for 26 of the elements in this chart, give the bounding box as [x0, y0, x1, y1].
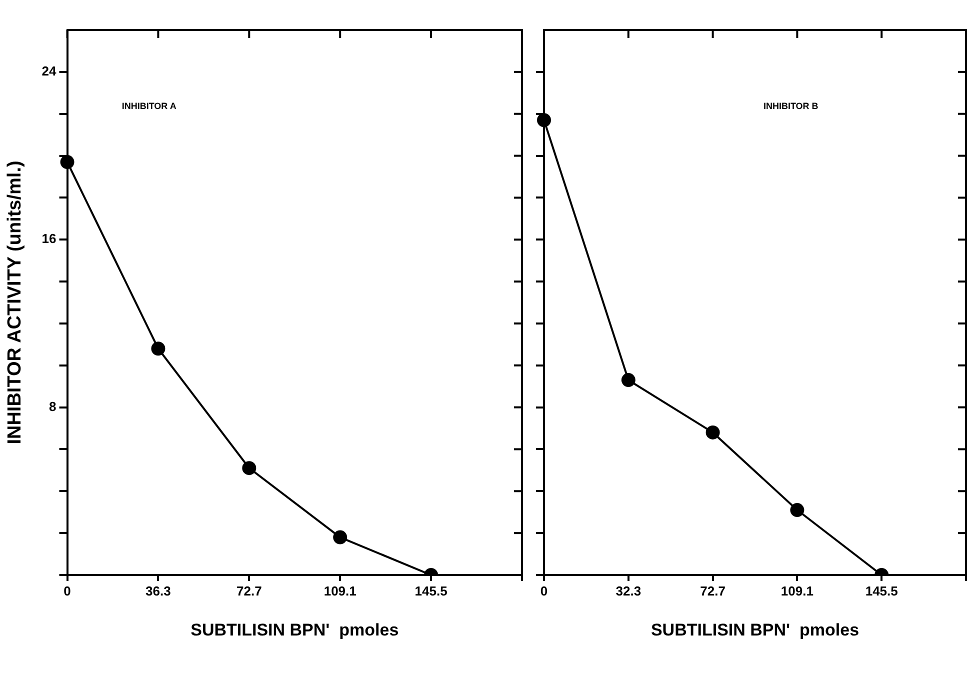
x-tick-label: 109.1 [324, 583, 356, 598]
point [333, 530, 348, 544]
x-axis-title: SUBTILISIN BPN' pmoles [190, 620, 399, 640]
point [537, 113, 551, 128]
annotation: INHIBITOR A [122, 100, 177, 111]
point [242, 461, 256, 476]
x-tick-label: 0 [540, 583, 548, 598]
point [621, 373, 636, 388]
annotation: INHIBITOR B [763, 100, 819, 111]
x-tick-label: 145.5 [865, 583, 898, 598]
x-tick-label: 109.1 [780, 583, 814, 598]
point [790, 503, 804, 518]
x-axis-title: SUBTILISIN BPN' pmoles [650, 620, 860, 640]
x-tick-label: 36.3 [146, 583, 171, 598]
point [60, 155, 74, 170]
y-tick-label: 8 [49, 398, 56, 414]
x-tick-label: 72.7 [700, 583, 726, 598]
y-tick-label: 24 [42, 64, 58, 78]
point [706, 425, 720, 440]
point [151, 342, 166, 356]
x-tick-label: 32.3 [616, 583, 642, 598]
x-tick-label: 0 [64, 583, 71, 598]
x-tick-label: 145.5 [414, 583, 448, 598]
y-axis-title: INHIBITOR ACTIVITY (units/ml.) [4, 160, 26, 444]
x-tick-label: 72.7 [236, 583, 262, 598]
y-tick-label: 16 [42, 231, 56, 246]
